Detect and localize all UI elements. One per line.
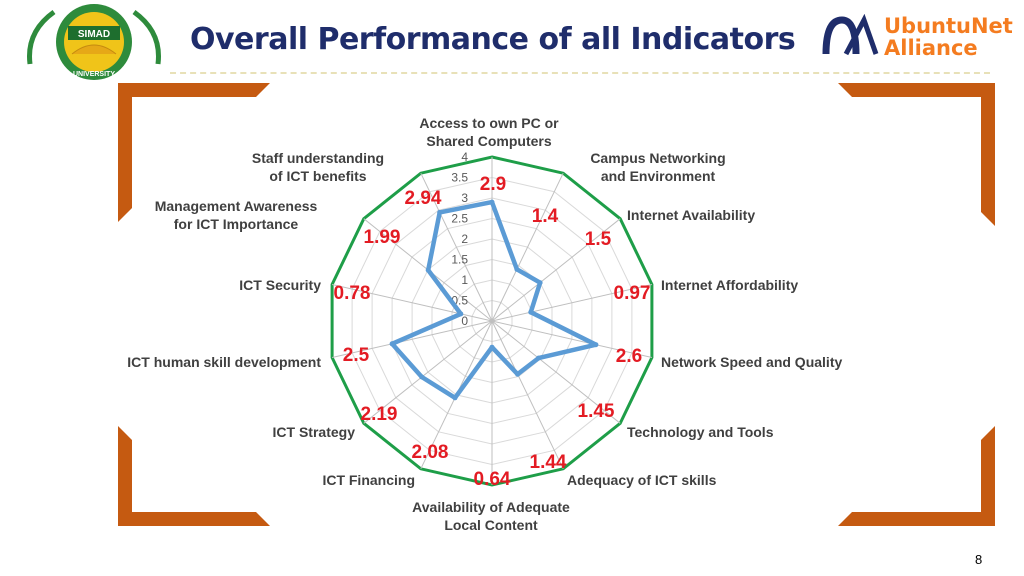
page-title: Overall Performance of all Indicators — [190, 22, 796, 57]
category-label: Network Speed and Quality — [661, 354, 842, 370]
data-label: 2.94 — [405, 188, 442, 209]
svg-text:UNIVERSITY: UNIVERSITY — [73, 71, 115, 78]
tick-label: 4 — [461, 150, 468, 164]
corner-bracket — [838, 83, 995, 226]
ubuntunet-mark-icon — [822, 13, 879, 56]
data-label: 1.5 — [585, 229, 612, 250]
data-point — [528, 309, 534, 315]
category-label: ICT Strategy — [273, 424, 356, 440]
spoke — [491, 218, 621, 322]
data-label: 0.78 — [334, 283, 371, 304]
data-label: 2.6 — [616, 346, 642, 367]
data-point — [437, 209, 443, 215]
tick-label: 3.5 — [451, 171, 468, 185]
category-label: ICT Financing — [322, 472, 415, 488]
radar-spokes — [331, 157, 653, 485]
tick-label: 0 — [461, 314, 468, 328]
series-layer — [389, 199, 599, 401]
data-point — [515, 371, 521, 377]
data-point — [514, 266, 520, 272]
category-label: ICT human skill development — [127, 354, 321, 370]
data-point — [419, 374, 425, 380]
category-label: Management Awareness for ICT Importance — [155, 198, 318, 232]
data-point — [536, 355, 541, 361]
corner-bracket — [118, 83, 270, 222]
spoke — [331, 320, 493, 358]
spoke — [491, 320, 564, 470]
data-point — [537, 280, 543, 286]
spoke — [331, 284, 493, 322]
corner-bracket — [118, 426, 270, 526]
category-label: Internet Affordability — [661, 277, 798, 293]
data-label: 0.97 — [614, 283, 651, 304]
header-separator — [170, 72, 990, 74]
spoke — [491, 320, 653, 358]
corner-bracket — [838, 426, 995, 526]
svg-text:SIMAD: SIMAD — [78, 29, 110, 40]
slide-header: SIMAD UNIVERSITY Overall Performance of … — [0, 0, 1024, 80]
data-point — [593, 342, 599, 348]
category-label: ICT Security — [239, 277, 321, 293]
data-label: 2.5 — [343, 345, 370, 366]
tick-label: 2 — [461, 232, 468, 246]
spoke — [491, 284, 653, 322]
corner-brackets — [118, 83, 995, 526]
category-labels: Access to own PC or Shared Computers Campu… — [127, 115, 842, 533]
category-label: Access to own PC or Shared Computers — [419, 115, 559, 149]
spoke — [420, 172, 493, 322]
data-point — [489, 344, 495, 350]
data-labels: 2.9 1.4 1.5 0.97 2.6 1.45 1.44 0.64 2.08 2.19 2.5 0… — [334, 174, 651, 490]
category-label: Technology and Tools — [627, 424, 774, 440]
page-number: 8 — [975, 552, 983, 567]
category-label: Internet Availability — [627, 207, 755, 223]
tick-label: 1.5 — [451, 253, 468, 267]
category-label: Adequacy of ICT skills — [567, 472, 717, 488]
radial-tick-labels: 00.511.522.533.54 — [451, 150, 468, 328]
data-label: 0.64 — [474, 469, 511, 490]
data-point — [452, 395, 458, 401]
spoke — [491, 320, 621, 424]
ubuntunet-alliance-logo: UbuntuNet Alliance — [820, 13, 1013, 64]
data-label: 1.99 — [364, 227, 401, 248]
category-label: Campus Networking and Environment — [590, 150, 725, 184]
data-label: 2.19 — [361, 404, 398, 425]
tick-label: 1 — [461, 273, 468, 287]
data-label: 1.44 — [530, 452, 567, 473]
data-label: 2.9 — [480, 174, 506, 195]
category-label: Staff understanding of ICT benefits — [252, 150, 384, 184]
data-point — [489, 199, 495, 205]
data-point — [458, 311, 464, 317]
spoke — [363, 320, 493, 424]
spoke — [491, 172, 564, 322]
tick-label: 2.5 — [451, 212, 468, 226]
data-point — [389, 341, 395, 347]
data-label: 1.45 — [578, 401, 615, 422]
brand-line-2: Alliance — [884, 36, 978, 60]
category-label: Availability of Adequate Local Content — [412, 499, 570, 533]
tick-label: 3 — [461, 191, 468, 205]
series-line — [389, 199, 599, 401]
data-label: 1.4 — [532, 206, 559, 227]
data-point — [425, 267, 431, 273]
data-label: 2.08 — [412, 442, 449, 463]
simad-university-logo: SIMAD UNIVERSITY — [27, 4, 161, 80]
brand-line-1: UbuntuNet — [884, 14, 1013, 38]
